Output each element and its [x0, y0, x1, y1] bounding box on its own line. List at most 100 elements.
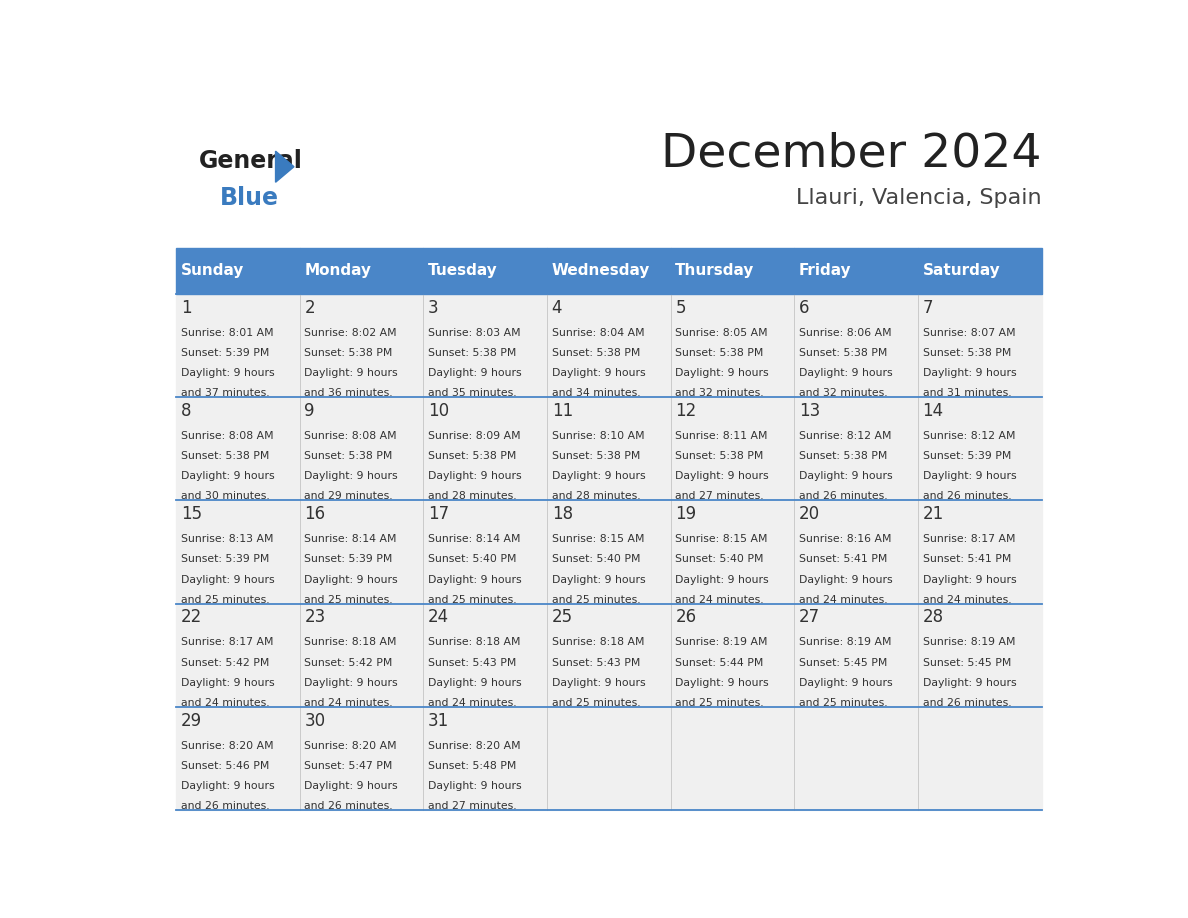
- Bar: [299, 248, 423, 294]
- Text: and 28 minutes.: and 28 minutes.: [428, 491, 517, 501]
- Text: and 36 minutes.: and 36 minutes.: [304, 388, 393, 398]
- Text: Sunrise: 8:20 AM: Sunrise: 8:20 AM: [181, 741, 273, 751]
- Bar: [546, 294, 671, 397]
- Text: and 26 minutes.: and 26 minutes.: [181, 801, 270, 811]
- Text: Sunset: 5:38 PM: Sunset: 5:38 PM: [428, 452, 517, 461]
- Text: Sunrise: 8:20 AM: Sunrise: 8:20 AM: [304, 741, 397, 751]
- Text: and 26 minutes.: and 26 minutes.: [798, 491, 887, 501]
- Text: 27: 27: [798, 609, 820, 626]
- Bar: [546, 500, 671, 603]
- Text: Daylight: 9 hours: Daylight: 9 hours: [923, 677, 1016, 688]
- Text: and 25 minutes.: and 25 minutes.: [551, 595, 640, 605]
- Text: Sunset: 5:40 PM: Sunset: 5:40 PM: [675, 554, 764, 565]
- Bar: [918, 397, 1042, 500]
- Text: Daylight: 9 hours: Daylight: 9 hours: [798, 575, 892, 585]
- Bar: [671, 603, 795, 707]
- Text: Daylight: 9 hours: Daylight: 9 hours: [304, 677, 398, 688]
- Text: December 2024: December 2024: [661, 131, 1042, 176]
- Bar: [423, 707, 546, 810]
- Text: Daylight: 9 hours: Daylight: 9 hours: [428, 781, 522, 791]
- Text: and 24 minutes.: and 24 minutes.: [304, 698, 393, 708]
- Bar: [671, 500, 795, 603]
- Text: 23: 23: [304, 609, 326, 626]
- Text: Sunset: 5:40 PM: Sunset: 5:40 PM: [551, 554, 640, 565]
- Bar: [176, 248, 299, 294]
- Text: Sunset: 5:41 PM: Sunset: 5:41 PM: [923, 554, 1011, 565]
- Bar: [795, 707, 918, 810]
- Text: Sunset: 5:38 PM: Sunset: 5:38 PM: [798, 452, 887, 461]
- Text: Sunset: 5:38 PM: Sunset: 5:38 PM: [551, 348, 640, 358]
- Text: Daylight: 9 hours: Daylight: 9 hours: [181, 677, 274, 688]
- Text: 19: 19: [675, 505, 696, 523]
- Text: 2: 2: [304, 299, 315, 317]
- Bar: [918, 500, 1042, 603]
- Text: Daylight: 9 hours: Daylight: 9 hours: [181, 471, 274, 481]
- Text: Sunset: 5:38 PM: Sunset: 5:38 PM: [923, 348, 1011, 358]
- Text: 22: 22: [181, 609, 202, 626]
- Text: Sunset: 5:40 PM: Sunset: 5:40 PM: [428, 554, 517, 565]
- Text: 29: 29: [181, 711, 202, 730]
- Bar: [423, 603, 546, 707]
- Text: Sunrise: 8:11 AM: Sunrise: 8:11 AM: [675, 431, 767, 441]
- Text: Sunrise: 8:03 AM: Sunrise: 8:03 AM: [428, 328, 520, 338]
- Text: Sunrise: 8:04 AM: Sunrise: 8:04 AM: [551, 328, 644, 338]
- Text: and 24 minutes.: and 24 minutes.: [675, 595, 764, 605]
- Text: Sunrise: 8:19 AM: Sunrise: 8:19 AM: [923, 637, 1015, 647]
- Text: Sunrise: 8:20 AM: Sunrise: 8:20 AM: [428, 741, 520, 751]
- Text: Sunset: 5:39 PM: Sunset: 5:39 PM: [304, 554, 393, 565]
- Bar: [299, 500, 423, 603]
- Text: 24: 24: [428, 609, 449, 626]
- Text: 25: 25: [551, 609, 573, 626]
- Text: Sunset: 5:38 PM: Sunset: 5:38 PM: [675, 348, 764, 358]
- Text: Sunrise: 8:15 AM: Sunrise: 8:15 AM: [675, 534, 767, 544]
- Text: Sunrise: 8:09 AM: Sunrise: 8:09 AM: [428, 431, 520, 441]
- Bar: [423, 248, 546, 294]
- Bar: [671, 397, 795, 500]
- Text: Sunrise: 8:19 AM: Sunrise: 8:19 AM: [798, 637, 891, 647]
- Text: Sunrise: 8:13 AM: Sunrise: 8:13 AM: [181, 534, 273, 544]
- Text: Daylight: 9 hours: Daylight: 9 hours: [798, 471, 892, 481]
- Text: Daylight: 9 hours: Daylight: 9 hours: [675, 677, 769, 688]
- Text: Sunrise: 8:14 AM: Sunrise: 8:14 AM: [304, 534, 397, 544]
- Text: 30: 30: [304, 711, 326, 730]
- Text: 18: 18: [551, 505, 573, 523]
- Text: Sunset: 5:45 PM: Sunset: 5:45 PM: [798, 657, 887, 667]
- Text: Daylight: 9 hours: Daylight: 9 hours: [551, 471, 645, 481]
- Text: Blue: Blue: [220, 185, 278, 210]
- Text: and 25 minutes.: and 25 minutes.: [304, 595, 393, 605]
- Text: 6: 6: [798, 299, 809, 317]
- Bar: [671, 707, 795, 810]
- Text: Sunrise: 8:06 AM: Sunrise: 8:06 AM: [798, 328, 891, 338]
- Text: Sunset: 5:44 PM: Sunset: 5:44 PM: [675, 657, 764, 667]
- Text: 14: 14: [923, 402, 943, 420]
- Text: Daylight: 9 hours: Daylight: 9 hours: [181, 368, 274, 378]
- Text: Daylight: 9 hours: Daylight: 9 hours: [428, 575, 522, 585]
- Text: and 37 minutes.: and 37 minutes.: [181, 388, 270, 398]
- Text: and 25 minutes.: and 25 minutes.: [551, 698, 640, 708]
- Text: Sunrise: 8:12 AM: Sunrise: 8:12 AM: [923, 431, 1015, 441]
- Text: Sunset: 5:43 PM: Sunset: 5:43 PM: [551, 657, 640, 667]
- Text: Daylight: 9 hours: Daylight: 9 hours: [923, 471, 1016, 481]
- Text: 4: 4: [551, 299, 562, 317]
- Text: Daylight: 9 hours: Daylight: 9 hours: [675, 368, 769, 378]
- Text: Sunday: Sunday: [181, 263, 244, 278]
- Text: Sunset: 5:46 PM: Sunset: 5:46 PM: [181, 761, 270, 771]
- Text: 15: 15: [181, 505, 202, 523]
- Text: Sunset: 5:38 PM: Sunset: 5:38 PM: [304, 452, 393, 461]
- Text: Sunset: 5:38 PM: Sunset: 5:38 PM: [428, 348, 517, 358]
- Bar: [176, 603, 299, 707]
- Bar: [671, 248, 795, 294]
- Text: Sunset: 5:47 PM: Sunset: 5:47 PM: [304, 761, 393, 771]
- Bar: [176, 707, 299, 810]
- Text: Sunset: 5:38 PM: Sunset: 5:38 PM: [304, 348, 393, 358]
- Text: Sunset: 5:39 PM: Sunset: 5:39 PM: [923, 452, 1011, 461]
- Text: Monday: Monday: [304, 263, 372, 278]
- Bar: [918, 248, 1042, 294]
- Text: Daylight: 9 hours: Daylight: 9 hours: [675, 471, 769, 481]
- Text: Sunset: 5:38 PM: Sunset: 5:38 PM: [181, 452, 270, 461]
- Text: Sunset: 5:39 PM: Sunset: 5:39 PM: [181, 348, 270, 358]
- Text: 12: 12: [675, 402, 696, 420]
- Bar: [795, 294, 918, 397]
- Text: Daylight: 9 hours: Daylight: 9 hours: [551, 677, 645, 688]
- Bar: [299, 603, 423, 707]
